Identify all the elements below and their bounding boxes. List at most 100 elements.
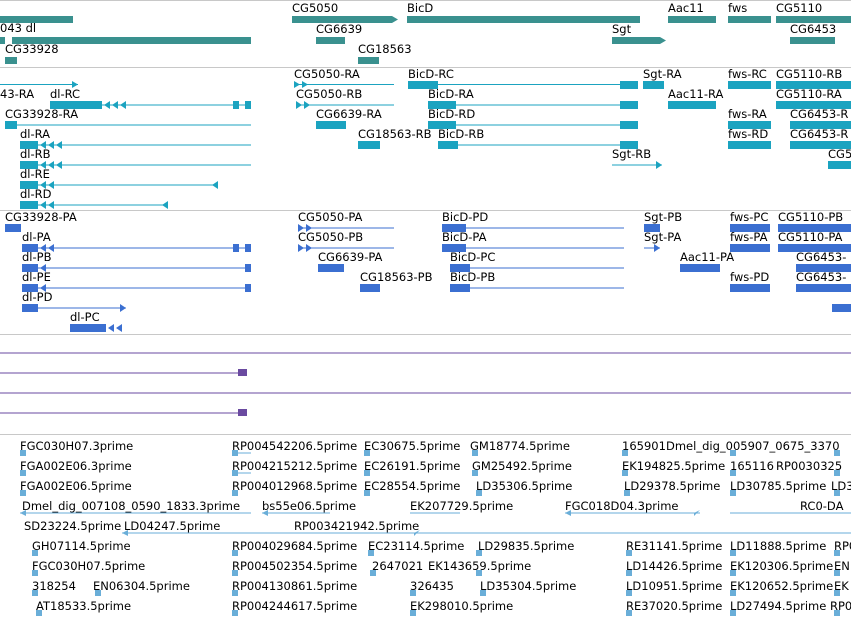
- transcript-label[interactable]: 43-RA: [0, 87, 35, 101]
- est-label[interactable]: GM25492.5prime: [472, 459, 572, 473]
- est-label[interactable]: EK120652.5prime: [730, 579, 834, 593]
- transcript-feature[interactable]: [620, 81, 638, 89]
- protein-label[interactable]: CG5110-PA: [778, 230, 843, 244]
- transcript-feature[interactable]: [40, 181, 46, 189]
- transcript-feature[interactable]: [104, 101, 110, 109]
- protein-feature[interactable]: [245, 284, 251, 292]
- transcript-label[interactable]: CG6639-RA: [316, 107, 382, 121]
- transcript-label[interactable]: CG6453-R: [790, 107, 849, 121]
- est-feature[interactable]: [624, 490, 630, 496]
- transcript-label[interactable]: dl-RE: [20, 167, 50, 181]
- est-label[interactable]: Dmel_dig_007108_0590_1833.3prime: [22, 499, 241, 513]
- protein-feature[interactable]: [796, 284, 851, 292]
- protein-label[interactable]: Aac11-PA: [680, 250, 735, 264]
- transcript-feature[interactable]: [728, 121, 771, 129]
- transcript-label[interactable]: BicD-RA: [428, 87, 474, 101]
- est-feature[interactable]: [694, 510, 700, 516]
- protein-feature[interactable]: [233, 244, 239, 252]
- est-label[interactable]: LD04247.5prime: [124, 519, 221, 533]
- est-label[interactable]: LD27494.5prime: [730, 599, 827, 613]
- gene-label[interactable]: BicD: [407, 1, 434, 15]
- est-label[interactable]: LD35304.5prime: [480, 579, 577, 593]
- transcript-label[interactable]: CG33928-RA: [5, 107, 79, 121]
- transcript-label[interactable]: CG5050-RA: [294, 67, 360, 81]
- est-label[interactable]: FGA002E06.3prime: [20, 459, 132, 473]
- gene-feature[interactable]: [0, 37, 5, 44]
- gene-label[interactable]: CG18563: [358, 42, 412, 56]
- transcript-feature[interactable]: [304, 101, 310, 109]
- protein-label[interactable]: dl-PE: [22, 270, 51, 284]
- transcript-feature[interactable]: [48, 141, 54, 149]
- est-feature[interactable]: [20, 490, 26, 496]
- gene-feature[interactable]: [358, 57, 379, 64]
- est-feature[interactable]: [364, 470, 370, 476]
- est-label[interactable]: RC0-DA: [800, 499, 844, 513]
- transcript-feature[interactable]: [656, 161, 662, 169]
- protein-feature[interactable]: [360, 284, 380, 292]
- est-feature[interactable]: [626, 610, 632, 616]
- est-feature[interactable]: [410, 610, 416, 616]
- protein-feature[interactable]: [778, 244, 851, 252]
- est-label[interactable]: EK194825.5prime: [622, 459, 726, 473]
- est-feature[interactable]: [20, 450, 26, 456]
- est-label[interactable]: RE37020.5prime: [626, 599, 723, 613]
- gene-feature[interactable]: [407, 16, 640, 23]
- est-label[interactable]: LD14426.5prime: [626, 559, 723, 573]
- transcript-label[interactable]: CG5: [828, 147, 851, 161]
- transcript-label[interactable]: dl-RB: [20, 147, 51, 161]
- protein-feature[interactable]: [245, 244, 251, 252]
- transcript-feature[interactable]: [294, 81, 300, 88]
- protein-feature[interactable]: [298, 244, 304, 252]
- protein-label[interactable]: CG33928-PA: [5, 210, 77, 224]
- gene-label[interactable]: CG5050: [292, 1, 339, 15]
- gene-label[interactable]: CG33928: [5, 42, 59, 56]
- gene-label[interactable]: 043 dl: [0, 21, 37, 35]
- est-feature[interactable]: [20, 510, 26, 516]
- protein-feature[interactable]: [730, 284, 770, 292]
- transcript-label[interactable]: Aac11-RA: [668, 87, 724, 101]
- transcript-feature[interactable]: [428, 121, 456, 129]
- alignment-feature[interactable]: [238, 369, 247, 376]
- est-label[interactable]: SD23224.5prime: [24, 519, 122, 533]
- est-feature[interactable]: [122, 530, 128, 536]
- protein-label[interactable]: CG5050-PA: [298, 210, 363, 224]
- transcript-label[interactable]: Sgt-RA: [643, 67, 682, 81]
- transcript-feature[interactable]: [620, 141, 638, 149]
- transcript-feature[interactable]: [212, 181, 218, 189]
- transcript-feature[interactable]: [790, 121, 851, 129]
- transcript-feature[interactable]: [668, 101, 716, 109]
- protein-feature[interactable]: [70, 324, 106, 332]
- transcript-label[interactable]: dl-RA: [20, 127, 51, 141]
- protein-feature[interactable]: [442, 244, 466, 252]
- transcript-feature[interactable]: [358, 141, 380, 149]
- gene-feature[interactable]: [776, 16, 851, 23]
- est-feature[interactable]: [626, 590, 632, 596]
- est-feature[interactable]: [565, 510, 571, 516]
- protein-feature[interactable]: [730, 244, 770, 252]
- est-label[interactable]: FGC018D04.3prime: [565, 499, 679, 513]
- transcript-label[interactable]: BicD-RB: [438, 127, 485, 141]
- est-feature[interactable]: [834, 470, 840, 476]
- gene-feature[interactable]: [660, 37, 666, 44]
- transcript-feature[interactable]: [302, 81, 308, 88]
- transcript-feature[interactable]: [428, 101, 456, 109]
- est-label[interactable]: EC23114.5prime: [368, 539, 465, 553]
- transcript-feature[interactable]: [50, 101, 102, 109]
- est-label[interactable]: FGC030H07.3prime: [20, 439, 134, 453]
- est-feature[interactable]: [414, 530, 420, 536]
- est-feature[interactable]: [730, 610, 736, 616]
- est-label[interactable]: RP0: [830, 599, 851, 613]
- est-feature[interactable]: [36, 610, 42, 616]
- transcript-feature[interactable]: [643, 81, 664, 89]
- protein-feature[interactable]: [450, 284, 470, 292]
- est-feature[interactable]: [32, 590, 38, 596]
- est-label[interactable]: LD11888.5prime: [730, 539, 827, 553]
- transcript-feature[interactable]: [20, 161, 38, 169]
- protein-label[interactable]: Sgt-PA: [644, 230, 682, 244]
- est-feature[interactable]: [476, 490, 482, 496]
- est-feature[interactable]: [364, 450, 370, 456]
- protein-label[interactable]: dl-PA: [22, 230, 51, 244]
- transcript-feature[interactable]: [20, 201, 38, 209]
- est-feature[interactable]: [626, 570, 632, 576]
- protein-label[interactable]: BicD-PC: [450, 250, 496, 264]
